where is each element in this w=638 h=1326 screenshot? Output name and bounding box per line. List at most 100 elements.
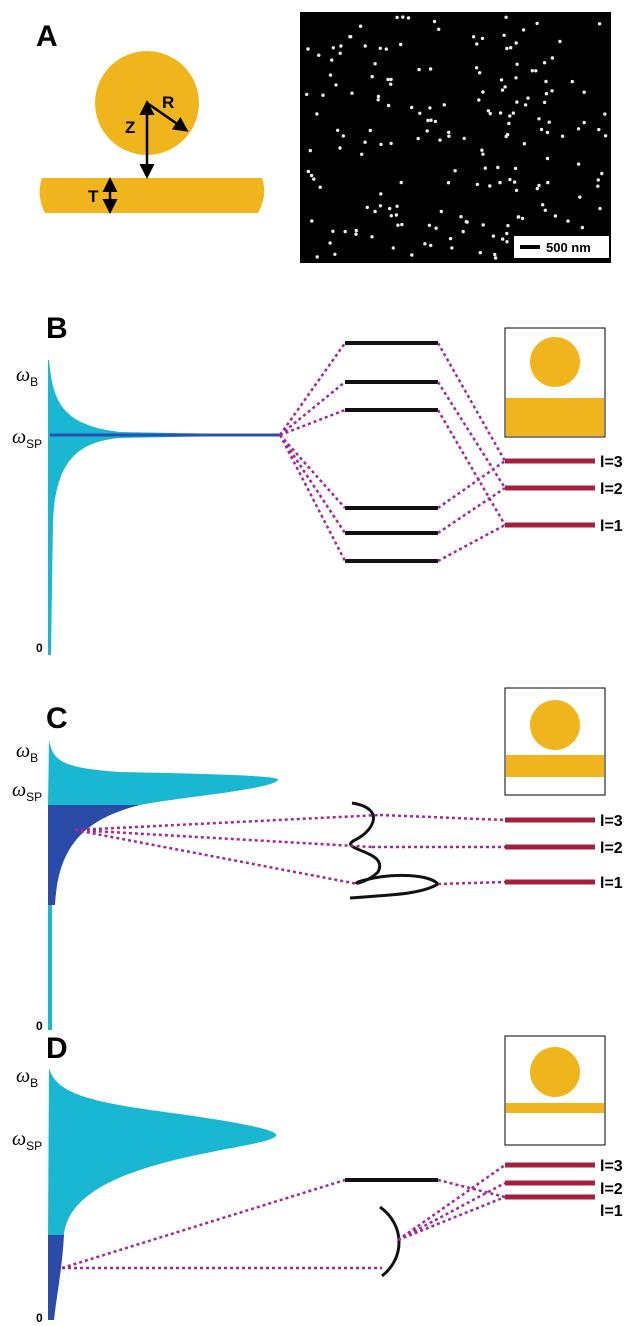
particle [526, 96, 529, 99]
particle [578, 195, 581, 198]
particle [534, 69, 537, 72]
particle [392, 246, 395, 249]
particle [472, 35, 475, 38]
particle [577, 162, 580, 165]
particle [389, 78, 392, 81]
zero-label: 0 [36, 641, 43, 655]
particle [536, 187, 539, 190]
particle [433, 20, 436, 23]
panel-a: A R Z T 500 nm [36, 12, 611, 263]
particle [395, 213, 398, 216]
particle [462, 230, 465, 233]
omega-sp: ωSP [12, 1128, 42, 1153]
particle [417, 137, 420, 140]
particle [522, 28, 525, 31]
particle [487, 109, 490, 112]
particle [476, 183, 479, 186]
particle [386, 78, 389, 81]
particle [379, 47, 382, 50]
particle [498, 181, 501, 184]
particle [481, 37, 484, 40]
particle [571, 80, 574, 83]
particle [546, 131, 549, 134]
particle [429, 244, 432, 247]
particle [583, 91, 586, 94]
particle [423, 242, 426, 245]
particle [447, 181, 450, 184]
particle [379, 143, 382, 146]
particle [410, 253, 413, 256]
particle [537, 117, 540, 120]
continuum [48, 360, 280, 655]
hybrid-levels [345, 343, 438, 561]
particle [494, 256, 497, 259]
omega-b: ωB [16, 1065, 38, 1090]
particle [429, 67, 432, 70]
particle [554, 214, 557, 217]
particle [350, 92, 353, 95]
particle [521, 217, 524, 220]
panel-d: D ωB ωSP 0 l=3 l=2 l=1 [12, 1032, 623, 1325]
particle [379, 192, 382, 195]
particle [543, 61, 546, 64]
continuum-tail [48, 905, 52, 1030]
particle [364, 44, 367, 47]
particle [417, 68, 420, 71]
particle [396, 224, 399, 227]
particle [514, 76, 517, 79]
particle [482, 223, 485, 226]
particle [596, 185, 599, 188]
particle [463, 137, 466, 140]
omega-sp: ωSP [12, 779, 42, 804]
particle [459, 215, 462, 218]
panel-label: D [46, 1032, 68, 1065]
particle [399, 43, 402, 46]
particle [515, 41, 518, 44]
figure: A R Z T 500 nm B ωB ωSP 0 l [0, 0, 638, 1326]
particle [505, 135, 508, 138]
particle [493, 253, 496, 256]
particle [321, 94, 324, 97]
particle [545, 92, 548, 95]
inset-sphere [530, 1047, 580, 1097]
bound-region [48, 1235, 64, 1320]
inset-sphere [530, 337, 580, 387]
mode-label: l=3 [600, 813, 623, 830]
inset-film [506, 1103, 604, 1113]
particle [531, 69, 534, 72]
panel-label: B [46, 312, 68, 345]
particle [387, 104, 390, 107]
film [40, 178, 265, 213]
mode-label: l=2 [600, 481, 623, 498]
mode-label: l=1 [600, 875, 623, 892]
inset-film [506, 398, 604, 436]
particle [541, 203, 544, 206]
particle [395, 205, 398, 208]
particle [513, 180, 516, 183]
continuum [48, 1068, 276, 1235]
particle [551, 56, 554, 59]
particle [496, 166, 499, 169]
omega-b: ωB [16, 364, 38, 389]
particle [428, 106, 431, 109]
particle [319, 186, 322, 189]
particle [390, 214, 393, 217]
particle [389, 83, 392, 86]
particle [475, 66, 478, 69]
particle [339, 52, 342, 55]
particle [548, 121, 551, 124]
particle [501, 237, 504, 240]
particle [540, 128, 543, 131]
particle [426, 129, 429, 132]
particle [550, 89, 553, 92]
particle [443, 103, 446, 106]
particle [348, 35, 351, 38]
particle [418, 112, 421, 115]
particle [377, 95, 380, 98]
particle [492, 234, 495, 237]
panel-label: A [36, 20, 58, 53]
particle [453, 169, 456, 172]
particle [508, 114, 511, 117]
bound-region [48, 805, 140, 905]
particle [505, 47, 508, 50]
